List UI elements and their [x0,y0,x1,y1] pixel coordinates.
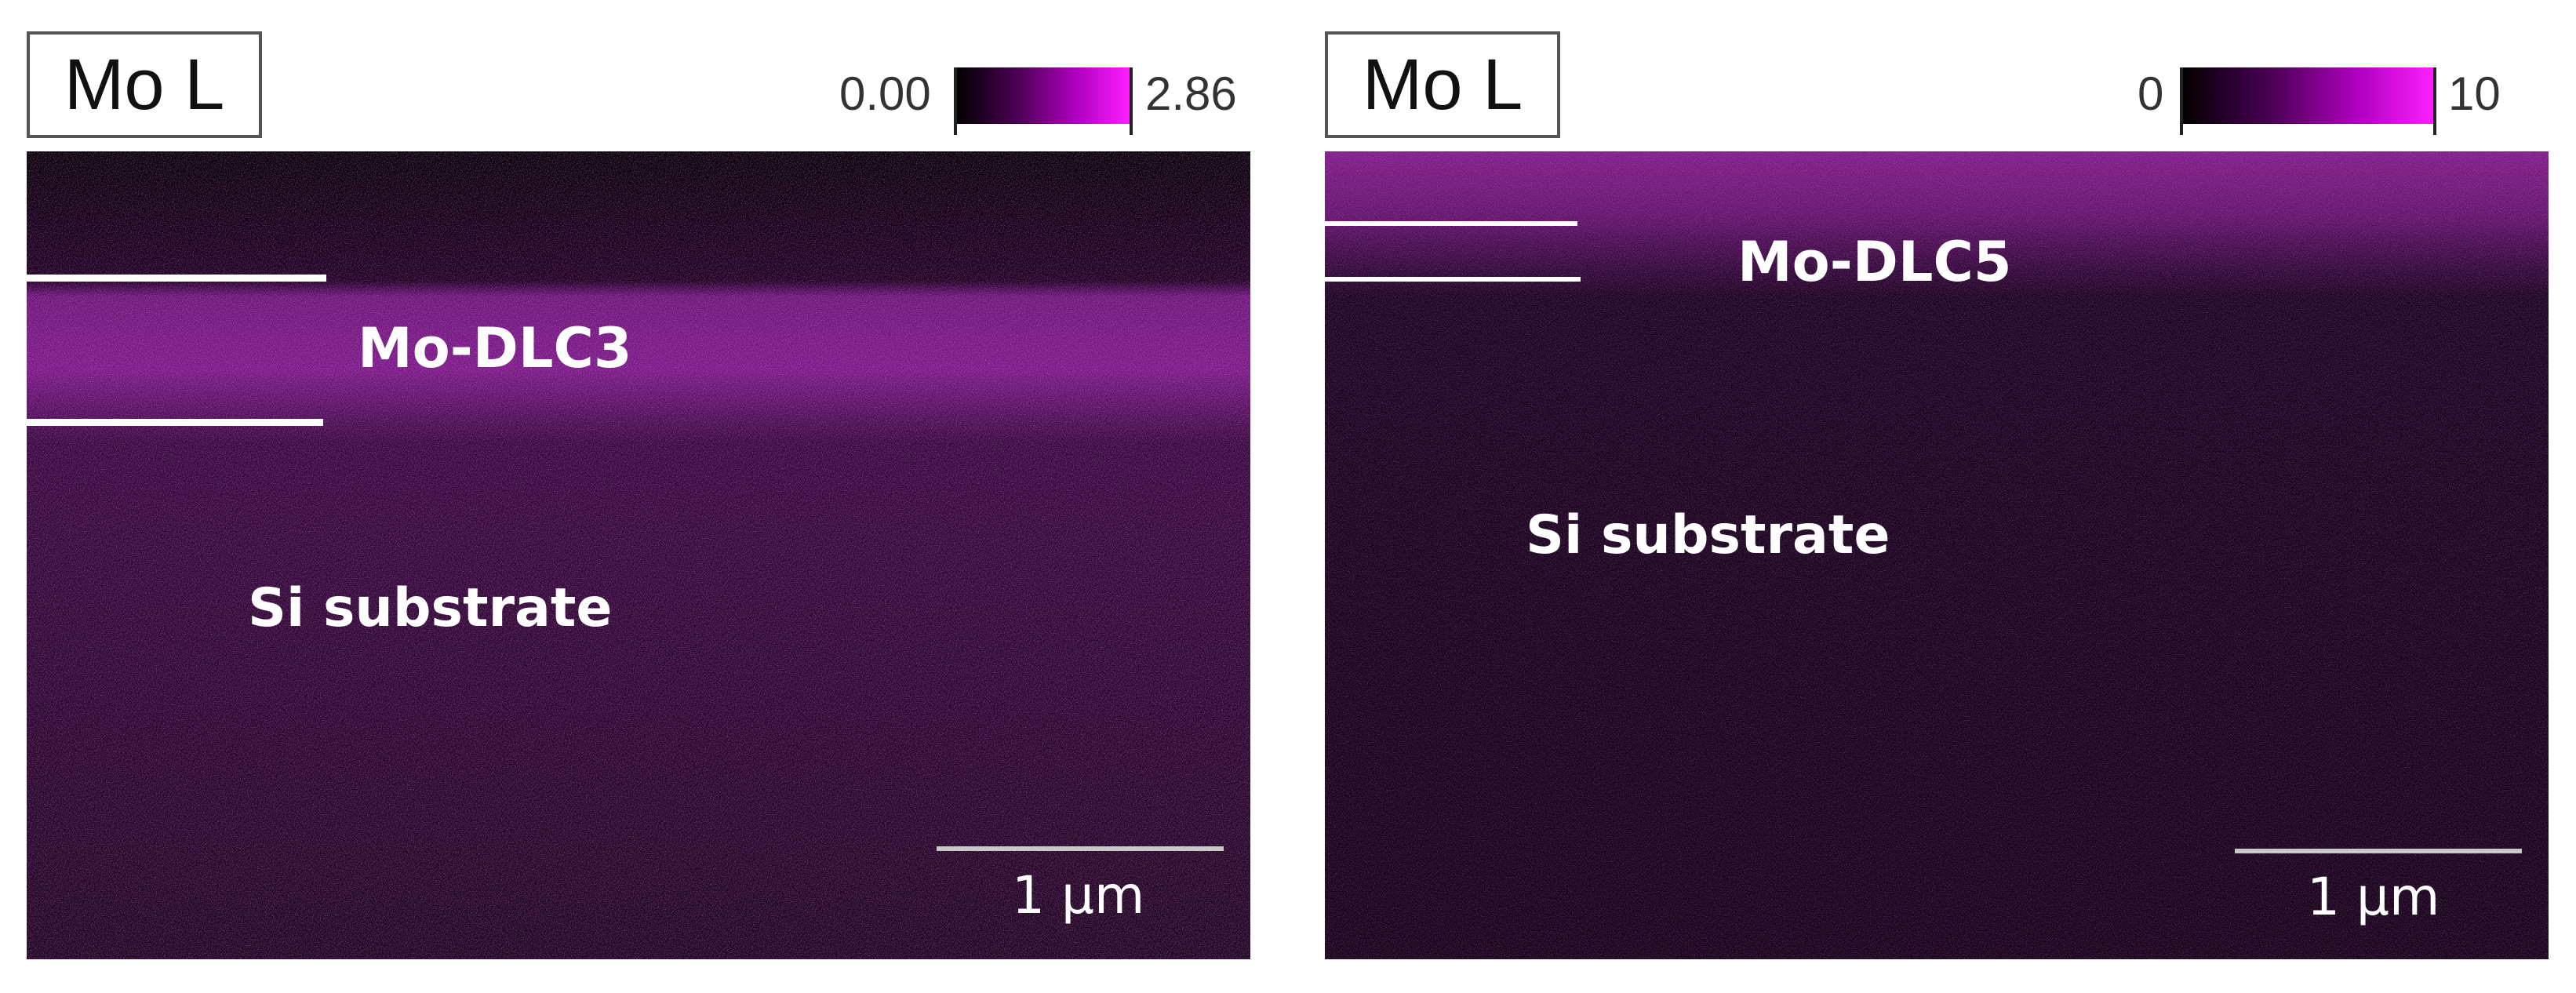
colorbar-tick-min [2180,67,2183,135]
colorbar [2181,67,2434,124]
sample-label: Mo-DLC5 [1737,230,2012,294]
colorbar [955,67,1130,124]
substrate-label: Si substrate [248,577,613,639]
layer-bottom-line [1325,277,1581,282]
colorbar-tick-min [954,67,957,135]
element-label: Mo L [27,31,262,138]
scale-bar [2235,849,2522,853]
colorbar-max: 2.86 [1145,67,1237,120]
eds-map: Mo-DLC3 Si substrate 1 μm [27,151,1250,959]
element-label: Mo L [1325,31,1560,138]
panel-mo-dlc5: Mo L 0 10 Mo-DLC5 [1298,0,2553,993]
colorbar-tick-max [1130,67,1133,135]
colorbar-min: 0 [2138,67,2164,120]
sample-label: Mo-DLC3 [358,316,632,380]
eds-map-image [1325,151,2549,959]
eds-map-image [27,151,1250,959]
scale-bar-label: 1 μm [2307,867,2440,927]
scale-bar-label: 1 μm [1012,865,1145,926]
layer-bottom-line [27,419,323,426]
substrate-label: Si substrate [1526,504,1890,566]
colorbar-min: 0.00 [839,67,931,120]
layer-top-line [1325,221,1577,226]
colorbar-tick-max [2433,67,2436,135]
colorbar-max: 10 [2448,67,2501,120]
panel-mo-dlc3: Mo L 0.00 2.86 [0,0,1255,993]
layer-top-line [27,275,326,282]
scale-bar [937,846,1224,851]
eds-map: Mo-DLC5 Si substrate 1 μm [1325,151,2549,959]
